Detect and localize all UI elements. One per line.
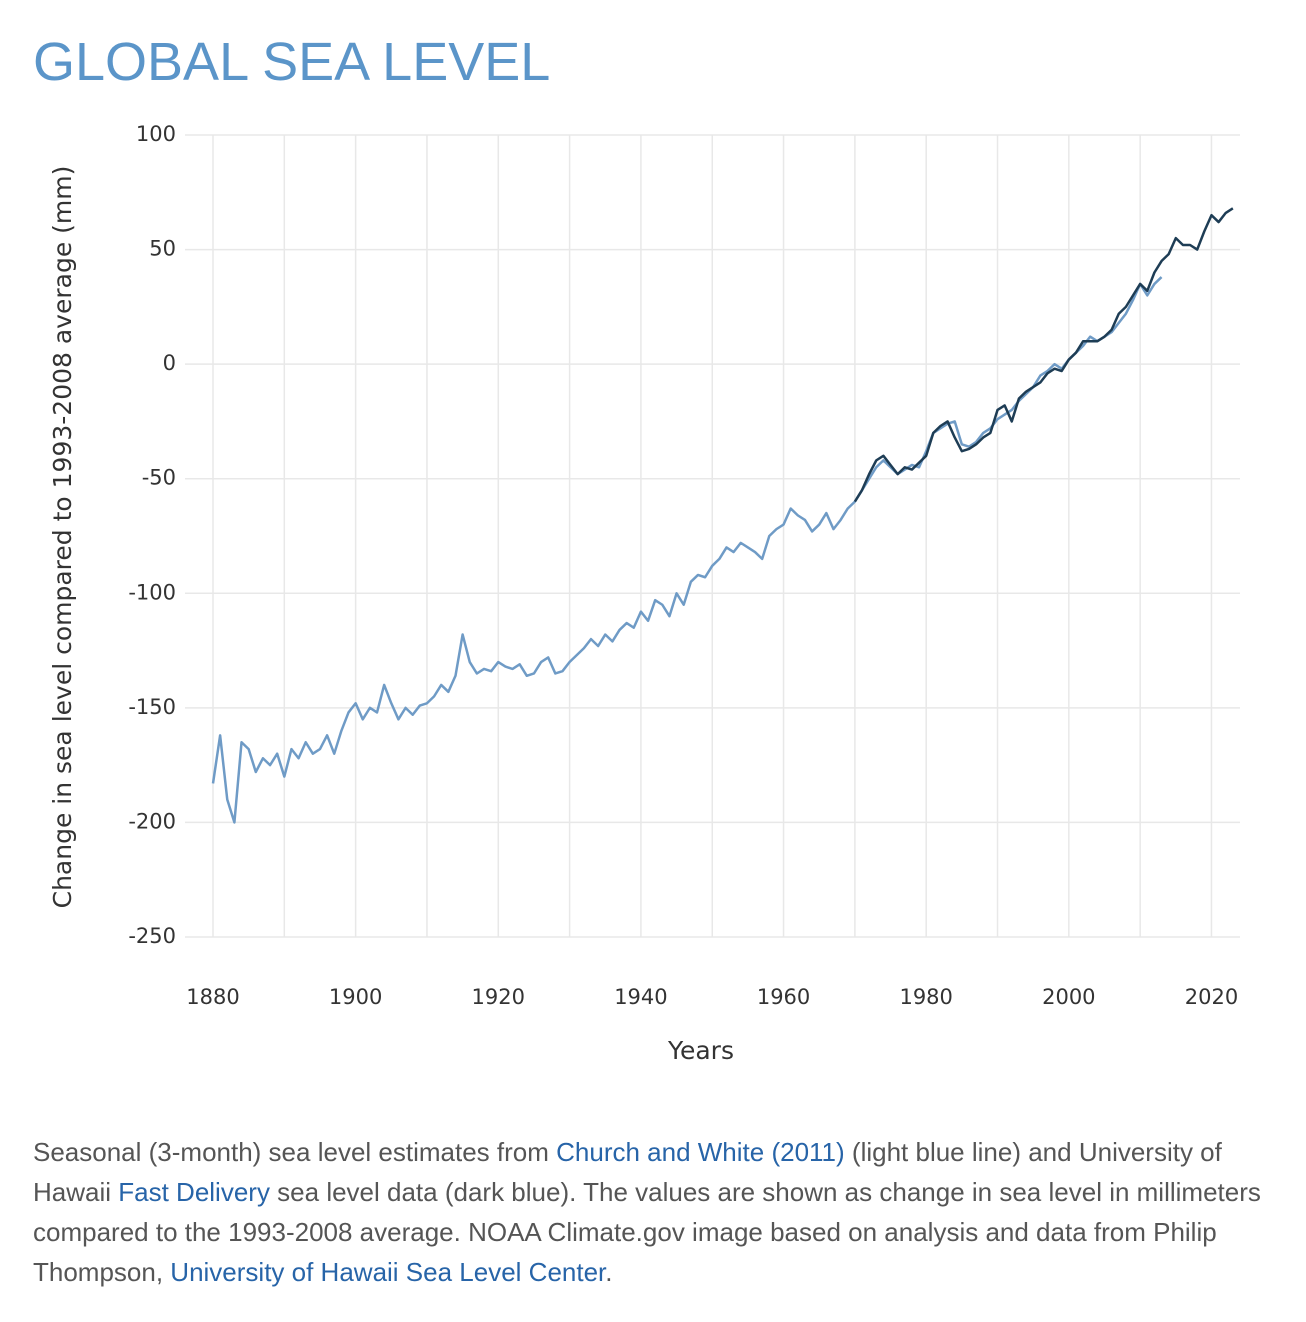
x-axis-label: Years [667,1036,734,1065]
data-line [211,276,1163,824]
x-tick-label: 2020 [1185,985,1238,1009]
y-tick-label: -250 [128,924,176,948]
x-tick-label: 1940 [614,985,667,1009]
caption-text: sea level data (dark blue). The values a… [33,1177,1261,1287]
y-tick-label: -50 [142,466,176,490]
x-tick-label: 1900 [329,985,382,1009]
chart: GLOBAL SEA LEVEL Change in sea level com… [33,32,1240,1065]
chart-title: GLOBAL SEA LEVEL [33,32,550,92]
x-tick-label: 1880 [186,985,239,1009]
x-tick-label: 1980 [899,985,952,1009]
caption-text: . [605,1257,613,1287]
y-axis-label: Change in sea level compared to 1993-200… [48,166,77,909]
x-tick-label: 1920 [472,985,525,1009]
x-tick-label: 2000 [1042,985,1095,1009]
x-tick-label: 1960 [757,985,810,1009]
y-tick-label: -200 [128,809,176,833]
y-tick-label: 0 [163,351,176,375]
caption-link[interactable]: Fast Delivery [118,1177,270,1207]
y-tick-label: 50 [149,237,176,261]
y-tick-label: -150 [128,695,176,719]
caption-text: (light blue line) and University of Hawa… [33,1137,1222,1207]
caption: Seasonal (3-month) sea level estimates f… [33,1132,1283,1292]
y-tick-label: -100 [128,580,176,604]
y-tick-label: 100 [136,122,176,146]
caption-text: Seasonal (3-month) sea level estimates f… [33,1137,557,1167]
data-line [853,207,1234,503]
caption-link[interactable]: University of Hawaii Sea Level Center [170,1257,606,1287]
caption-link[interactable]: Church and White (2011) [556,1137,845,1167]
